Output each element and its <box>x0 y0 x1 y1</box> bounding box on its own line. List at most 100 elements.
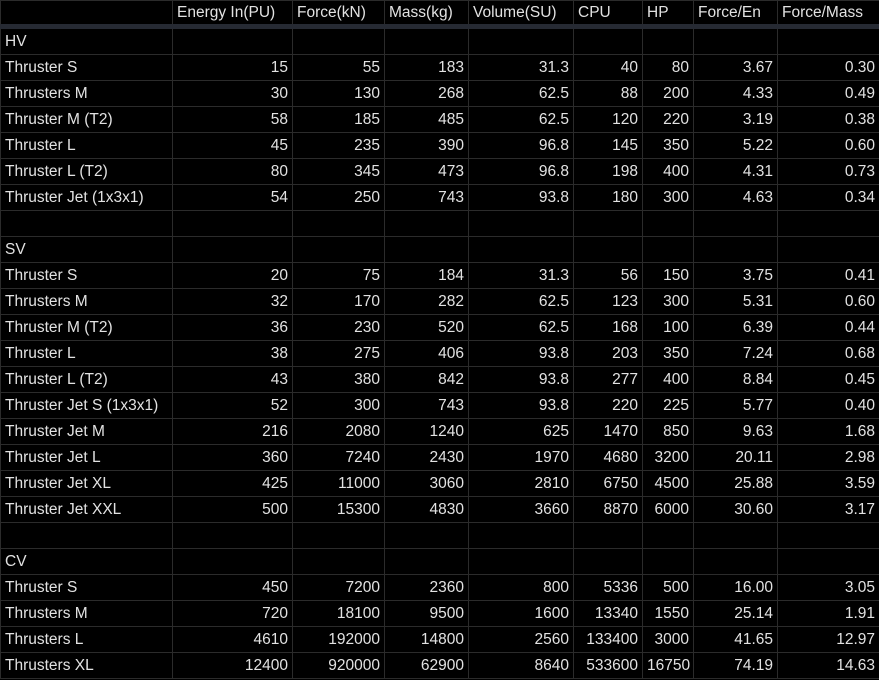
value-cell[interactable]: 300 <box>642 184 694 211</box>
value-cell[interactable] <box>384 210 469 237</box>
value-cell[interactable]: 4610 <box>172 626 293 653</box>
value-cell[interactable]: 400 <box>642 158 694 185</box>
value-cell[interactable]: 400 <box>642 366 694 393</box>
value-cell[interactable]: 230 <box>292 314 385 341</box>
value-cell[interactable]: 1240 <box>384 418 469 445</box>
value-cell[interactable]: 350 <box>642 132 694 159</box>
value-cell[interactable]: 5336 <box>573 574 643 601</box>
value-cell[interactable]: 123 <box>573 288 643 315</box>
value-cell[interactable] <box>573 236 643 263</box>
value-cell[interactable]: 32 <box>172 288 293 315</box>
value-cell[interactable] <box>693 548 778 575</box>
value-cell[interactable]: 80 <box>172 158 293 185</box>
value-cell[interactable] <box>172 548 293 575</box>
value-cell[interactable]: 133400 <box>573 626 643 653</box>
row-label-cell[interactable]: Thrusters M <box>0 288 173 315</box>
value-cell[interactable]: 2.98 <box>777 444 879 471</box>
value-cell[interactable]: 0.44 <box>777 314 879 341</box>
value-cell[interactable]: 93.8 <box>468 340 574 367</box>
value-cell[interactable]: 31.3 <box>468 54 574 81</box>
value-cell[interactable]: 300 <box>642 288 694 315</box>
value-cell[interactable] <box>384 522 469 549</box>
row-label-cell[interactable]: CV <box>0 548 173 575</box>
value-cell[interactable]: 4.63 <box>693 184 778 211</box>
value-cell[interactable]: 275 <box>292 340 385 367</box>
row-label-cell[interactable]: Thruster Jet XXL <box>0 496 173 523</box>
value-cell[interactable]: 0.60 <box>777 288 879 315</box>
value-cell[interactable]: 1970 <box>468 444 574 471</box>
value-cell[interactable]: 16.00 <box>693 574 778 601</box>
value-cell[interactable]: 390 <box>384 132 469 159</box>
value-cell[interactable]: 145 <box>573 132 643 159</box>
value-cell[interactable]: 520 <box>384 314 469 341</box>
value-cell[interactable] <box>777 522 879 549</box>
value-cell[interactable]: 350 <box>642 340 694 367</box>
value-cell[interactable]: 345 <box>292 158 385 185</box>
value-cell[interactable]: 216 <box>172 418 293 445</box>
row-label-cell[interactable]: Thruster Jet S (1x3x1) <box>0 392 173 419</box>
value-cell[interactable]: 12.97 <box>777 626 879 653</box>
row-label-cell[interactable]: Thruster Jet XL <box>0 470 173 497</box>
value-cell[interactable]: 7200 <box>292 574 385 601</box>
value-cell[interactable]: 62.5 <box>468 288 574 315</box>
value-cell[interactable]: 75 <box>292 262 385 289</box>
value-cell[interactable]: 88 <box>573 80 643 107</box>
value-cell[interactable] <box>468 548 574 575</box>
value-cell[interactable]: 192000 <box>292 626 385 653</box>
value-cell[interactable]: 55 <box>292 54 385 81</box>
value-cell[interactable]: 180 <box>573 184 643 211</box>
value-cell[interactable] <box>384 26 469 55</box>
value-cell[interactable]: 36 <box>172 314 293 341</box>
column-header[interactable] <box>0 0 173 29</box>
value-cell[interactable]: 5.77 <box>693 392 778 419</box>
column-header[interactable]: Mass(kg) <box>384 0 469 29</box>
row-label-cell[interactable] <box>0 522 173 549</box>
row-label-cell[interactable]: Thruster S <box>0 262 173 289</box>
value-cell[interactable]: 3.67 <box>693 54 778 81</box>
value-cell[interactable] <box>642 522 694 549</box>
value-cell[interactable]: 2810 <box>468 470 574 497</box>
value-cell[interactable]: 93.8 <box>468 392 574 419</box>
value-cell[interactable]: 3.75 <box>693 262 778 289</box>
value-cell[interactable]: 3.05 <box>777 574 879 601</box>
value-cell[interactable]: 920000 <box>292 652 385 679</box>
value-cell[interactable]: 360 <box>172 444 293 471</box>
value-cell[interactable]: 96.8 <box>468 158 574 185</box>
value-cell[interactable]: 277 <box>573 366 643 393</box>
value-cell[interactable]: 30 <box>172 80 293 107</box>
value-cell[interactable]: 0.30 <box>777 54 879 81</box>
value-cell[interactable] <box>292 548 385 575</box>
value-cell[interactable]: 800 <box>468 574 574 601</box>
value-cell[interactable]: 1.68 <box>777 418 879 445</box>
value-cell[interactable]: 7240 <box>292 444 385 471</box>
value-cell[interactable]: 11000 <box>292 470 385 497</box>
value-cell[interactable]: 0.45 <box>777 366 879 393</box>
value-cell[interactable] <box>468 236 574 263</box>
value-cell[interactable]: 198 <box>573 158 643 185</box>
column-header[interactable]: Energy In(PU) <box>172 0 293 29</box>
value-cell[interactable] <box>292 210 385 237</box>
value-cell[interactable]: 0.68 <box>777 340 879 367</box>
value-cell[interactable]: 406 <box>384 340 469 367</box>
value-cell[interactable]: 235 <box>292 132 385 159</box>
value-cell[interactable]: 268 <box>384 80 469 107</box>
row-label-cell[interactable]: Thruster Jet (1x3x1) <box>0 184 173 211</box>
value-cell[interactable]: 4680 <box>573 444 643 471</box>
value-cell[interactable]: 0.41 <box>777 262 879 289</box>
value-cell[interactable] <box>468 210 574 237</box>
value-cell[interactable] <box>384 236 469 263</box>
value-cell[interactable]: 200 <box>642 80 694 107</box>
value-cell[interactable]: 3.17 <box>777 496 879 523</box>
value-cell[interactable]: 9.63 <box>693 418 778 445</box>
value-cell[interactable]: 54 <box>172 184 293 211</box>
value-cell[interactable] <box>292 236 385 263</box>
value-cell[interactable]: 43 <box>172 366 293 393</box>
value-cell[interactable]: 120 <box>573 106 643 133</box>
value-cell[interactable]: 3000 <box>642 626 694 653</box>
value-cell[interactable]: 450 <box>172 574 293 601</box>
value-cell[interactable] <box>573 548 643 575</box>
value-cell[interactable]: 7.24 <box>693 340 778 367</box>
value-cell[interactable]: 62.5 <box>468 80 574 107</box>
value-cell[interactable]: 40 <box>573 54 643 81</box>
value-cell[interactable]: 93.8 <box>468 366 574 393</box>
